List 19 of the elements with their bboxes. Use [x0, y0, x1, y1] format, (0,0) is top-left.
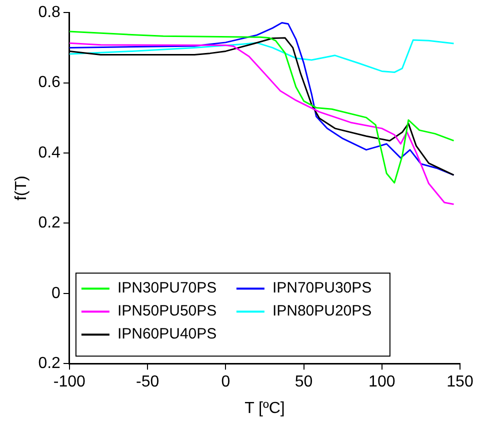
legend-label: IPN60PU40PS	[117, 326, 217, 343]
x-tick-label: 0	[221, 374, 230, 391]
x-tick-label: 150	[446, 374, 474, 391]
legend-label: IPN30PU70PS	[117, 280, 217, 297]
y-tick-label: 0.2	[38, 214, 61, 232]
x-tick-label: -100	[53, 374, 86, 391]
legend-label: IPN80PU20PS	[272, 302, 372, 320]
x-tick-label: -50	[136, 374, 160, 391]
y-axis-title: f(T)	[13, 176, 30, 201]
x-tick-label: 100	[368, 374, 396, 391]
x-tick-label: 50	[294, 374, 313, 391]
x-axis-title: T [ºC]	[244, 400, 285, 417]
y-tick-label: 0.2	[38, 355, 61, 372]
y-tick-label: 0.6	[38, 74, 61, 92]
legend-label: IPN50PU50PS	[117, 302, 217, 320]
legend-label: IPN70PU30PS	[272, 280, 372, 297]
y-tick-label: 0	[52, 284, 61, 302]
y-tick-label: 0.8	[38, 4, 61, 22]
y-tick-label: 0.4	[38, 144, 61, 162]
